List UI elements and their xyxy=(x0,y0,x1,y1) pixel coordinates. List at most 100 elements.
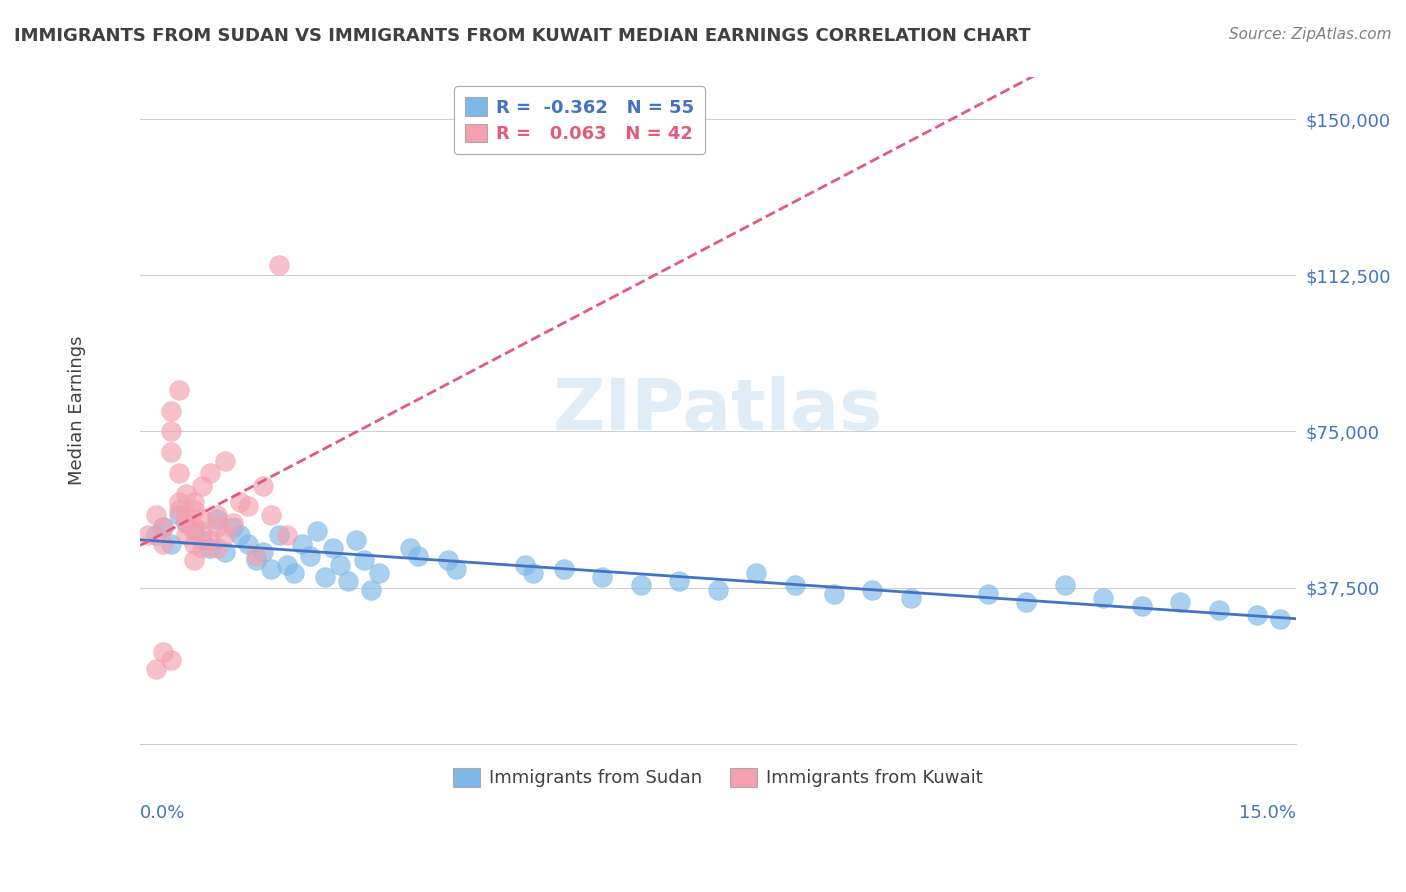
Point xyxy=(191,541,214,555)
Point xyxy=(214,453,236,467)
Point xyxy=(176,487,198,501)
Point xyxy=(976,587,998,601)
Point xyxy=(229,495,252,509)
Point xyxy=(205,520,228,534)
Point xyxy=(1208,603,1230,617)
Point xyxy=(152,520,174,534)
Point xyxy=(444,562,467,576)
Point xyxy=(183,495,205,509)
Point xyxy=(229,528,252,542)
Point xyxy=(176,516,198,530)
Point xyxy=(236,500,259,514)
Point xyxy=(205,541,228,555)
Point xyxy=(183,524,205,539)
Point xyxy=(291,537,314,551)
Point xyxy=(260,508,283,522)
Point xyxy=(136,528,159,542)
Point xyxy=(1015,595,1038,609)
Point xyxy=(245,549,267,564)
Point xyxy=(553,562,575,576)
Point xyxy=(152,645,174,659)
Point xyxy=(167,508,190,522)
Point xyxy=(145,662,167,676)
Point xyxy=(245,553,267,567)
Point xyxy=(823,587,845,601)
Legend: Immigrants from Sudan, Immigrants from Kuwait: Immigrants from Sudan, Immigrants from K… xyxy=(446,761,990,795)
Point xyxy=(152,537,174,551)
Point xyxy=(707,582,730,597)
Point xyxy=(221,520,243,534)
Point xyxy=(630,578,652,592)
Point xyxy=(360,582,382,597)
Point xyxy=(205,508,228,522)
Point xyxy=(1130,599,1153,614)
Point xyxy=(329,558,352,572)
Point xyxy=(1092,591,1115,605)
Point xyxy=(406,549,429,564)
Point xyxy=(160,425,183,439)
Point xyxy=(176,508,198,522)
Point xyxy=(183,553,205,567)
Point xyxy=(145,528,167,542)
Point xyxy=(183,503,205,517)
Text: Median Earnings: Median Earnings xyxy=(67,335,86,485)
Point xyxy=(314,570,336,584)
Point xyxy=(368,566,391,580)
Point xyxy=(298,549,321,564)
Point xyxy=(1168,595,1191,609)
Point xyxy=(252,545,274,559)
Point xyxy=(337,574,360,589)
Point xyxy=(398,541,420,555)
Point xyxy=(1270,612,1292,626)
Point xyxy=(276,558,298,572)
Point xyxy=(167,503,190,517)
Point xyxy=(221,516,243,530)
Point xyxy=(198,541,221,555)
Point xyxy=(353,553,375,567)
Point xyxy=(167,466,190,480)
Point xyxy=(198,533,221,547)
Point xyxy=(276,528,298,542)
Point xyxy=(260,562,283,576)
Point xyxy=(167,495,190,509)
Point xyxy=(191,478,214,492)
Point xyxy=(1246,607,1268,622)
Point xyxy=(145,508,167,522)
Point xyxy=(267,528,290,542)
Point xyxy=(160,403,183,417)
Text: 0.0%: 0.0% xyxy=(141,804,186,822)
Point xyxy=(160,537,183,551)
Point xyxy=(191,524,214,539)
Point xyxy=(900,591,922,605)
Point xyxy=(515,558,537,572)
Point xyxy=(437,553,460,567)
Point xyxy=(198,466,221,480)
Point xyxy=(160,445,183,459)
Point xyxy=(860,582,883,597)
Point xyxy=(783,578,806,592)
Point xyxy=(1053,578,1076,592)
Point xyxy=(322,541,344,555)
Point xyxy=(344,533,367,547)
Text: Source: ZipAtlas.com: Source: ZipAtlas.com xyxy=(1229,27,1392,42)
Point xyxy=(668,574,690,589)
Point xyxy=(522,566,544,580)
Text: ZIPatlas: ZIPatlas xyxy=(553,376,883,445)
Point xyxy=(191,512,214,526)
Point xyxy=(191,533,214,547)
Text: IMMIGRANTS FROM SUDAN VS IMMIGRANTS FROM KUWAIT MEDIAN EARNINGS CORRELATION CHAR: IMMIGRANTS FROM SUDAN VS IMMIGRANTS FROM… xyxy=(14,27,1031,45)
Point xyxy=(176,516,198,530)
Point xyxy=(307,524,329,539)
Point xyxy=(152,520,174,534)
Point xyxy=(236,537,259,551)
Point xyxy=(267,258,290,272)
Point xyxy=(183,537,205,551)
Point xyxy=(183,520,205,534)
Point xyxy=(167,383,190,397)
Point xyxy=(252,478,274,492)
Point xyxy=(160,653,183,667)
Point xyxy=(214,545,236,559)
Point xyxy=(205,512,228,526)
Point xyxy=(591,570,613,584)
Point xyxy=(214,528,236,542)
